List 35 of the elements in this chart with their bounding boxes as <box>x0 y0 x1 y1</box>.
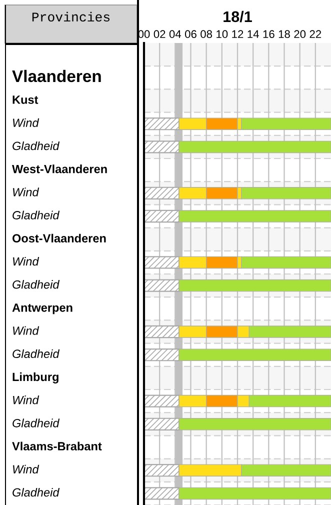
y-tick-label: West-Vlaanderen <box>12 164 107 174</box>
y-tick-label: Antwerpen <box>12 304 72 314</box>
y-tick-label: Wind <box>13 118 40 128</box>
x-tick-label: 08 <box>200 30 212 38</box>
x-tick-label: 14 <box>248 30 259 38</box>
bar <box>241 256 331 269</box>
x-axis-title: 18/1 <box>224 10 252 22</box>
x-tick-label: 04 <box>169 30 182 38</box>
y-tick-label: Wind <box>13 188 40 196</box>
y-tick-label: Wind <box>13 326 40 335</box>
y-tick-label: Gladheid <box>12 418 60 428</box>
y-tick-label: Gladheid <box>12 488 60 497</box>
y-tick-label: Vlaanderen <box>12 70 101 82</box>
y-tick-label: Wind <box>13 256 40 266</box>
y-tick-label: Gladheid <box>12 141 60 150</box>
y-tick-label: Vlaams-Brabant <box>12 442 102 450</box>
bar <box>241 118 331 130</box>
y-tick-label: Wind <box>13 464 40 474</box>
x-tick-label: 06 <box>185 30 196 38</box>
x-tick-label: 18 <box>278 30 290 38</box>
y-tick-label: Gladheid <box>12 210 60 220</box>
y-tick-label: Wind <box>13 396 40 404</box>
y-tick-label: Gladheid <box>12 280 60 289</box>
y-tick-label: Gladheid <box>12 349 60 358</box>
y-axis-title: Provincies <box>32 12 110 22</box>
x-tick-label: 22 <box>310 30 322 38</box>
bar <box>241 187 331 200</box>
y-tick-label: Limburg <box>12 372 58 384</box>
x-tick-label: 10 <box>216 30 228 38</box>
x-tick-label: 02 <box>154 30 166 38</box>
y-tick-label: Kust <box>12 96 38 104</box>
y-tick-label: Oost-Vlaanderen <box>12 234 106 243</box>
x-tick-label: 12 <box>232 30 244 38</box>
x-tick-label: 16 <box>263 30 274 38</box>
x-tick-label: 20 <box>294 30 306 38</box>
